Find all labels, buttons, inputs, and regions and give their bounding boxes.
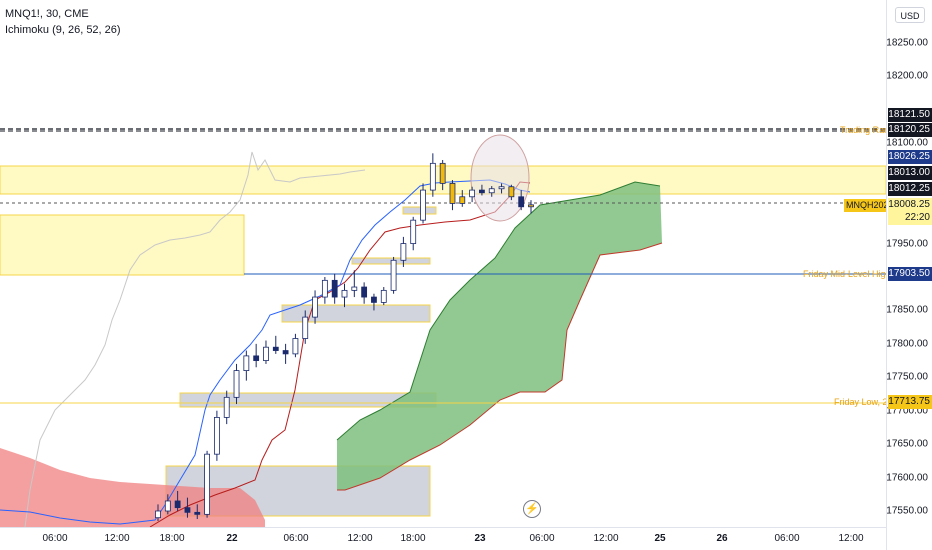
time-tick: 26 <box>716 533 728 544</box>
price-label-trading-range-upper: 18121.50 <box>888 108 932 122</box>
candle-body <box>380 289 387 303</box>
time-tick: 12:00 <box>838 533 864 544</box>
time-tick: 06:00 <box>774 533 800 544</box>
candle-body <box>449 182 456 204</box>
candle-body <box>351 286 358 291</box>
price-tick: 18200.00 <box>886 70 928 82</box>
candle-body <box>469 189 476 198</box>
candle-body <box>194 511 201 515</box>
price-tick: 18250.00 <box>886 37 928 49</box>
price-tick: 17700.00 <box>886 405 928 417</box>
indicator-title[interactable]: Ichimoku (9, 26, 52, 26) <box>5 24 121 36</box>
countdown-label: 22:20 <box>888 211 932 225</box>
time-tick: 06:00 <box>283 533 309 544</box>
symbol-tag: MNQH2024 <box>844 199 896 212</box>
candle-body <box>400 243 407 261</box>
candle-body <box>361 286 368 298</box>
lightning-icon[interactable]: ⚡ <box>523 500 541 518</box>
gray-zone-3 <box>281 304 431 323</box>
candle-body <box>253 355 260 361</box>
candle-body <box>321 279 328 298</box>
candle-body <box>272 346 279 351</box>
time-tick: 18:00 <box>159 533 185 544</box>
price-scale[interactable]: USD 18250.00 18200.00 18100.00 17950.00 1785… <box>886 0 932 550</box>
price-label-high: 18026.25 <box>888 150 932 164</box>
time-tick: 25 <box>654 533 666 544</box>
candle-body <box>174 500 181 509</box>
price-label-friday-low: 17713.75 <box>888 395 932 409</box>
time-tick: 18:00 <box>400 533 426 544</box>
time-tick: 12:00 <box>104 533 130 544</box>
gray-zone-1 <box>402 206 437 215</box>
candle-body <box>479 189 485 194</box>
candle-body <box>243 355 250 371</box>
price-label-mid: 18012.25 <box>888 182 932 196</box>
price-tick: 17750.00 <box>886 371 928 383</box>
highlight-ellipse <box>470 134 530 222</box>
candle-body <box>429 162 436 191</box>
time-tick: 06:00 <box>42 533 68 544</box>
price-label-trading-range-lower: 18120.25 <box>888 123 932 137</box>
ichimoku-cloud-bull <box>337 182 662 490</box>
price-tick: 17550.00 <box>886 505 928 517</box>
candle-body <box>410 219 417 244</box>
friday-low-label: Friday Low, 2/16 <box>834 397 901 407</box>
candle-body <box>488 188 495 194</box>
candle-body <box>508 186 515 198</box>
symbol-title[interactable]: MNQ1!, 30, CME <box>5 8 89 20</box>
price-tick: 18100.00 <box>886 137 928 149</box>
price-tick: 17800.00 <box>886 338 928 350</box>
demand-zone-left <box>0 214 245 276</box>
candle-body <box>331 279 338 298</box>
candle-body <box>184 507 191 513</box>
time-axis[interactable]: 06:00 12:00 18:00 22 06:00 12:00 18:00 23 06:00 1… <box>0 527 886 550</box>
time-tick: 23 <box>474 533 486 544</box>
candle-body <box>282 350 289 355</box>
time-tick: 12:00 <box>347 533 373 544</box>
price-tick: 17950.00 <box>886 238 928 250</box>
candle-body <box>302 316 309 339</box>
senkou-span-a-line <box>336 181 661 441</box>
candle-body <box>528 204 534 208</box>
candle-body <box>292 338 299 355</box>
candle-body <box>213 416 220 455</box>
candle-body <box>420 189 426 221</box>
candle-body <box>518 196 525 208</box>
candle-body <box>312 296 318 318</box>
candle-body <box>371 296 377 303</box>
trading-range-label: Trading Range <box>840 125 900 135</box>
candle-body <box>204 453 210 515</box>
time-tick: 12:00 <box>593 533 619 544</box>
price-tick: 17850.00 <box>886 304 928 316</box>
price-label-close: 18013.00 <box>888 166 932 180</box>
candle-body <box>155 510 161 519</box>
chart-canvas[interactable] <box>0 0 886 527</box>
currency-button[interactable]: USD <box>895 7 925 23</box>
candle-body <box>263 346 269 361</box>
senkou-span-b-line <box>337 242 663 491</box>
candle-body <box>341 289 348 298</box>
candle-body <box>439 162 446 184</box>
candle-body <box>390 259 397 291</box>
chikou-span-line <box>24 151 366 527</box>
price-label-friday-mid: 17903.50 <box>888 267 932 281</box>
chart-area[interactable] <box>0 0 886 527</box>
friday-mid-level-label: Friday Mid-Level High, 2/16 <box>803 269 914 279</box>
chart-legend: MNQ1!, 30, CME Ichimoku (9, 26, 52, 26) <box>5 6 121 38</box>
kijun-sen-line <box>149 181 531 527</box>
price-tick: 17650.00 <box>886 438 928 450</box>
candle-body <box>164 500 171 512</box>
time-tick: 22 <box>226 533 238 544</box>
candle-body <box>498 186 505 190</box>
ichimoku-cloud-bear <box>0 448 265 527</box>
price-label-current: 18008.25 <box>888 198 932 212</box>
candle-body <box>223 396 230 418</box>
price-tick: 17600.00 <box>886 472 928 484</box>
candle-body <box>233 370 240 398</box>
time-tick: 06:00 <box>529 533 555 544</box>
candle-body <box>459 196 466 204</box>
